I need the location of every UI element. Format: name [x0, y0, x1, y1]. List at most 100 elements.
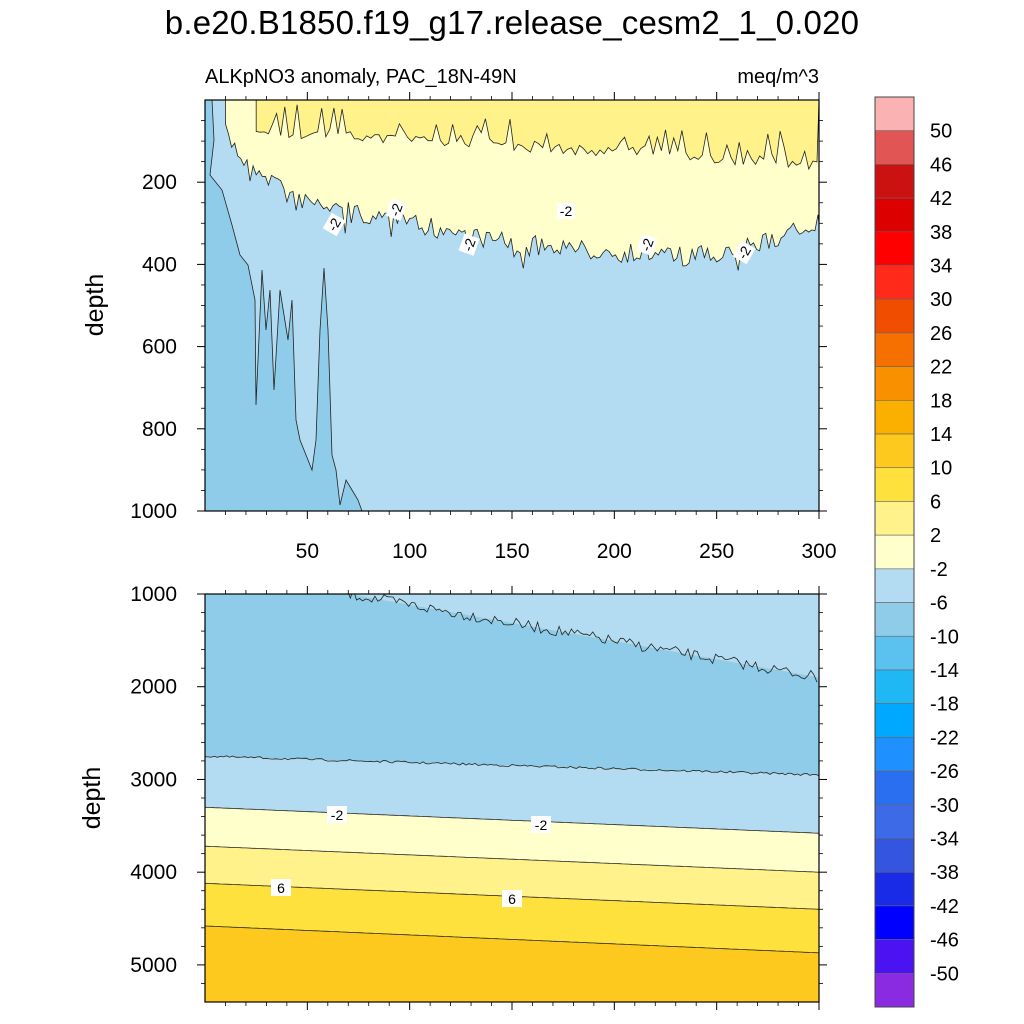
- colorbar-box: [874, 568, 915, 603]
- subtitle-right: meq/m^3: [737, 66, 819, 88]
- colorbar-label: 30: [930, 289, 952, 311]
- upper-ylabel: depth: [81, 274, 109, 337]
- colorbar-frame: [874, 96, 915, 1008]
- colorbar-box: [874, 939, 915, 974]
- y-tick-label: 3000: [130, 768, 177, 791]
- y-tick-label: 1000: [130, 583, 177, 606]
- colorbar-box: [874, 433, 915, 469]
- subtitle-left: ALKpNO3 anomaly, PAC_18N-49N: [205, 66, 517, 88]
- colorbar-label: 46: [930, 154, 952, 176]
- colorbar-box: [874, 635, 915, 671]
- contour-label-bg: [271, 879, 291, 896]
- contour-label-bg: [531, 816, 551, 833]
- contour-label-bg: [327, 806, 347, 823]
- y-tick-label: 2000: [130, 676, 177, 699]
- colorbar-box: [874, 737, 915, 772]
- colorbar-label: 10: [930, 458, 952, 480]
- colorbar-box: [874, 231, 915, 266]
- colorbar-box: [874, 164, 915, 199]
- y-tick-label: 4000: [130, 861, 177, 884]
- contour-label: 6: [271, 879, 291, 896]
- contour-line: [205, 845, 819, 873]
- colorbar-label: -6: [930, 593, 948, 615]
- colorbar-box: [874, 265, 915, 300]
- colorbar-label: -14: [930, 660, 959, 682]
- contour-label-bg: [557, 203, 575, 219]
- x-tick-label: 150: [494, 540, 529, 563]
- colorbar-box: [874, 838, 915, 873]
- colorbar-box: [874, 467, 915, 502]
- contour-label-bg: [385, 198, 407, 221]
- colorbar-box: [874, 197, 915, 233]
- x-tick-label: 200: [597, 540, 632, 563]
- colorbar-box: [874, 669, 915, 704]
- colorbar-label: -22: [930, 727, 959, 749]
- lower-region-minus2-to-2: [205, 807, 819, 873]
- x-tick-label: 50: [296, 540, 319, 563]
- contour-label: -2: [322, 212, 346, 237]
- upper-region-2-to-6: [255, 100, 819, 171]
- colorbar-label: -26: [930, 761, 959, 783]
- colorbar-box: [874, 298, 915, 334]
- colorbar-box: [874, 905, 915, 940]
- colorbar-label: -18: [930, 694, 959, 716]
- lower-ticks: 1000 2000 3000 4000 5000: [130, 583, 827, 1010]
- colorbar-box: [874, 804, 915, 839]
- colorbar-box: [874, 400, 915, 435]
- colorbar-label: 50: [930, 121, 952, 143]
- lower-region-6-to-10: [205, 883, 819, 953]
- colorbar-label: -50: [930, 963, 959, 985]
- colorbar-box: [874, 770, 915, 806]
- lower-panel: -2 -2 6 6: [205, 594, 819, 1002]
- contour-label-text: -2: [535, 817, 548, 833]
- x-tick-label: 300: [801, 540, 836, 563]
- upper-panel: -2 -2 -2 -2 -2 -2: [205, 100, 819, 511]
- lower-ylabel: depth: [78, 767, 106, 830]
- y-tick-label: 1000: [130, 500, 177, 523]
- colorbar-box: [874, 130, 915, 165]
- colorbar-label: -38: [930, 862, 959, 884]
- contour-label-bg: [502, 890, 522, 907]
- contour-label-text: -2: [459, 236, 478, 253]
- y-tick-label: 400: [142, 253, 177, 276]
- contour-line: [205, 806, 819, 834]
- colorbar-label: 26: [930, 323, 952, 345]
- contour-label: -2: [458, 233, 480, 256]
- contour-label-text: -2: [331, 807, 344, 823]
- colorbar-label: -10: [930, 626, 959, 648]
- lower-region-2-to-6: [205, 846, 819, 910]
- colorbar-box: [874, 703, 915, 738]
- colorbar-box: [874, 366, 915, 401]
- colorbar-label: 34: [930, 256, 952, 278]
- x-tick-label: 250: [699, 540, 734, 563]
- chart-title: b.e20.B1850.f19_g17.release_cesm2_1_0.02…: [164, 4, 860, 41]
- colorbar-label: 42: [930, 188, 952, 210]
- contour-line: [205, 925, 819, 954]
- upper-region-minus10: [205, 100, 363, 511]
- colorbar: 50 46 42 38 34 30 26 22 18 14 10 6 2 -2 -6 -10 -14 -18 -22…: [874, 96, 959, 1008]
- colorbar-label: 38: [930, 222, 952, 244]
- colorbar-box: [874, 602, 915, 637]
- colorbar-label: -2: [930, 559, 948, 581]
- contour-label: -2: [636, 233, 658, 256]
- contour-label: -2: [327, 806, 347, 823]
- colorbar-box: [874, 972, 915, 1008]
- colorbar-label: 14: [930, 424, 952, 446]
- colorbar-box: [874, 332, 915, 367]
- colorbar-label: -30: [930, 795, 959, 817]
- colorbar-box: [874, 871, 915, 907]
- contour-label-text: -2: [560, 203, 573, 219]
- contour-label-text: -2: [637, 236, 656, 253]
- contour-label-text: 6: [277, 880, 285, 896]
- contour-label: 6: [502, 890, 522, 907]
- y-tick-label: 5000: [130, 954, 177, 977]
- contour-label-bg: [636, 233, 658, 256]
- contour-label-bg: [732, 240, 756, 265]
- contour-label-text: -2: [386, 201, 405, 218]
- lower-region-minus6-to-minus2: [205, 756, 819, 834]
- lower-region-minus10-to-minus6: [205, 594, 819, 775]
- contour-label: -2: [531, 816, 551, 833]
- contour-line: [205, 755, 819, 777]
- colorbar-box: [874, 534, 915, 570]
- upper-ticks: 50 100 150 200 250 300 200 400 600 800 1000: [130, 92, 837, 563]
